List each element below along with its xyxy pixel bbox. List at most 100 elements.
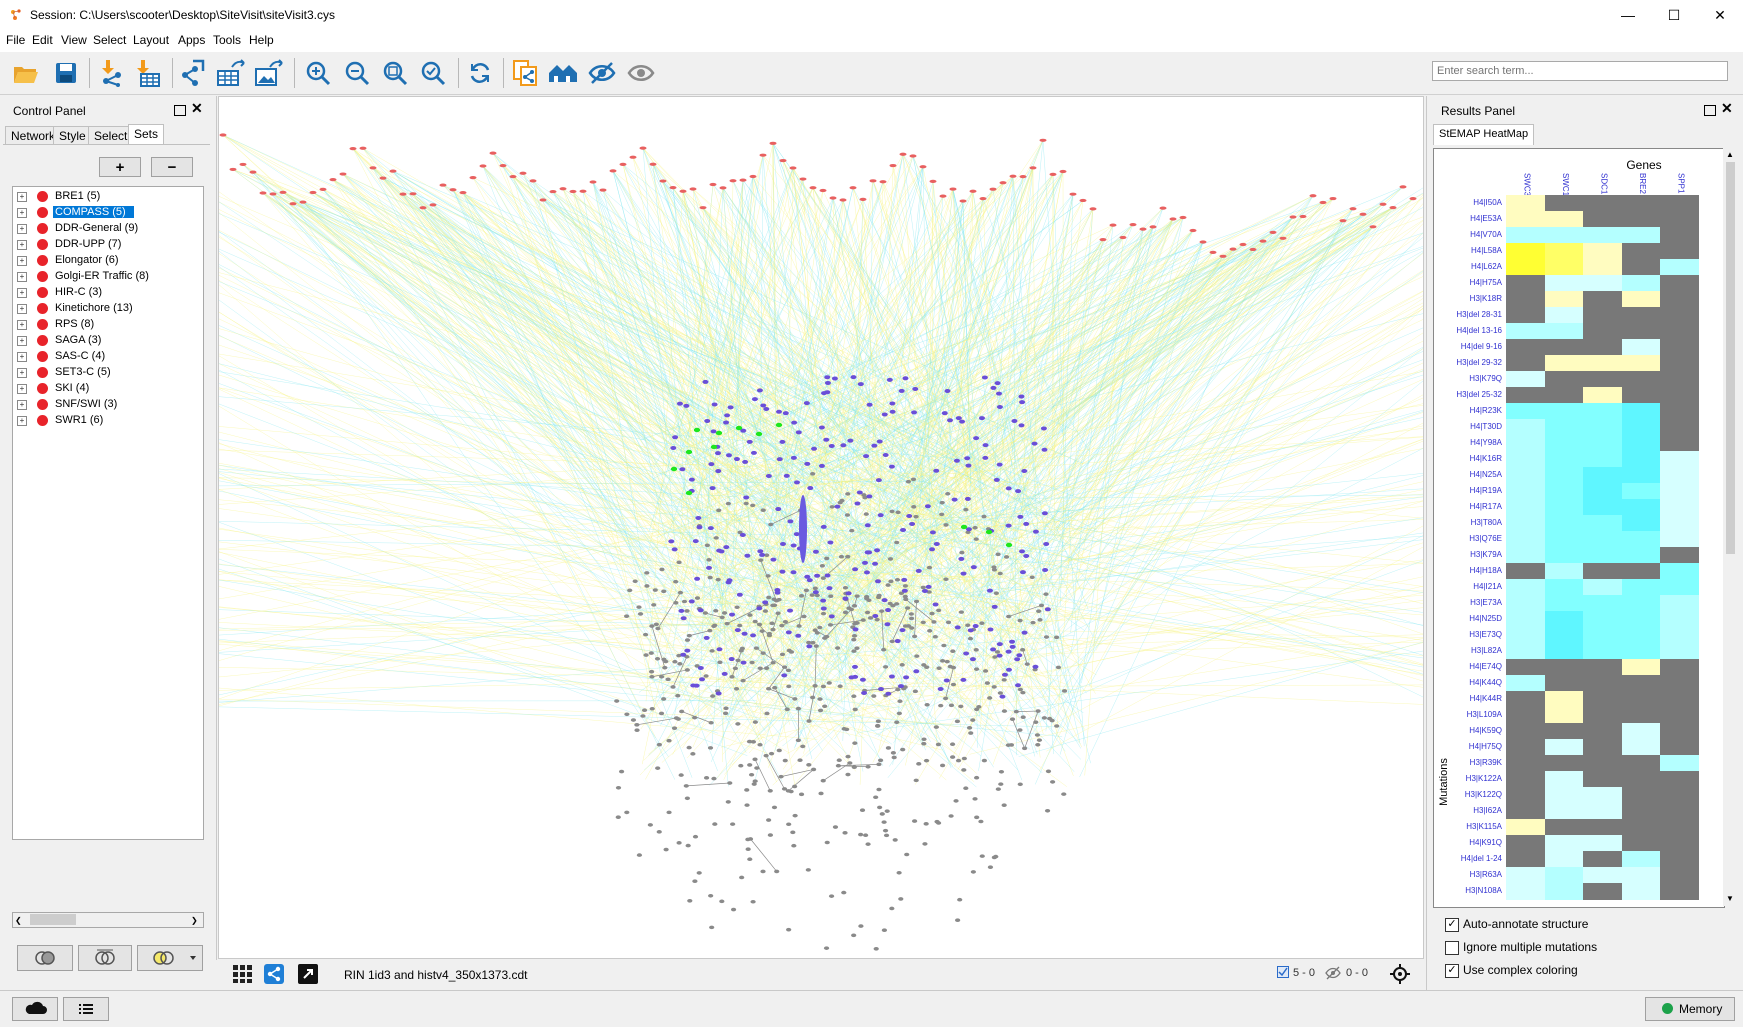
- heatmap-cell[interactable]: [1622, 259, 1661, 276]
- network-node[interactable]: [992, 605, 998, 609]
- network-node[interactable]: [1035, 709, 1040, 713]
- heatmap-cell[interactable]: [1506, 659, 1545, 676]
- mutation-node[interactable]: [500, 164, 507, 167]
- heatmap-cell[interactable]: [1545, 867, 1584, 884]
- mutation-node[interactable]: [660, 179, 667, 182]
- set-item[interactable]: +SAS-C (4): [13, 349, 203, 364]
- selected-node[interactable]: [756, 432, 762, 436]
- network-node[interactable]: [825, 841, 830, 845]
- network-node[interactable]: [1037, 738, 1042, 742]
- network-node[interactable]: [814, 644, 819, 648]
- heatmap-cell[interactable]: [1660, 419, 1699, 436]
- network-node[interactable]: [895, 511, 900, 515]
- network-node[interactable]: [806, 763, 811, 767]
- detach-view-icon[interactable]: [298, 964, 318, 984]
- network-node[interactable]: [963, 508, 968, 512]
- network-node[interactable]: [931, 620, 936, 624]
- network-node[interactable]: [738, 764, 743, 768]
- selected-node[interactable]: [686, 450, 692, 454]
- network-node[interactable]: [796, 430, 802, 434]
- tab-stemap-heatmap[interactable]: StEMAP HeatMap: [1433, 124, 1534, 145]
- network-node[interactable]: [895, 688, 900, 692]
- network-node[interactable]: [883, 665, 888, 669]
- mutation-node[interactable]: [940, 195, 947, 198]
- network-node[interactable]: [685, 796, 690, 800]
- network-node[interactable]: [723, 545, 729, 549]
- network-node[interactable]: [653, 588, 658, 592]
- mutation-node[interactable]: [920, 165, 927, 168]
- network-node[interactable]: [763, 407, 769, 411]
- network-node[interactable]: [863, 454, 869, 458]
- network-node[interactable]: [694, 577, 700, 581]
- heatmap-cell[interactable]: [1622, 227, 1661, 244]
- heatmap-cell[interactable]: [1506, 755, 1545, 772]
- network-node[interactable]: [995, 381, 1001, 385]
- network-node[interactable]: [943, 577, 948, 581]
- network-node[interactable]: [806, 868, 811, 872]
- network-node[interactable]: [665, 678, 670, 682]
- heatmap-cell[interactable]: [1583, 867, 1622, 884]
- mutation-node[interactable]: [280, 191, 287, 194]
- close-window-button[interactable]: ✕: [1697, 0, 1743, 30]
- heatmap-cell[interactable]: [1583, 723, 1622, 740]
- selected-node[interactable]: [694, 428, 700, 432]
- refresh-icon[interactable]: [463, 56, 497, 90]
- heatmap-cell[interactable]: [1622, 883, 1661, 900]
- network-node[interactable]: [864, 570, 870, 574]
- network-node[interactable]: [1017, 728, 1022, 732]
- network-node[interactable]: [884, 622, 890, 626]
- mutation-node[interactable]: [220, 133, 227, 136]
- network-node[interactable]: [945, 492, 950, 496]
- tab-sets[interactable]: Sets: [128, 124, 164, 145]
- network-node[interactable]: [965, 464, 971, 468]
- network-node[interactable]: [1030, 575, 1035, 579]
- network-node[interactable]: [960, 678, 966, 682]
- network-node[interactable]: [739, 876, 744, 880]
- network-node[interactable]: [616, 786, 621, 790]
- network-node[interactable]: [885, 692, 891, 696]
- network-node[interactable]: [1002, 709, 1007, 713]
- mutation-node[interactable]: [470, 176, 477, 179]
- heatmap-cell[interactable]: [1660, 771, 1699, 788]
- network-node[interactable]: [723, 712, 728, 716]
- network-node[interactable]: [906, 624, 911, 628]
- heatmap-cell[interactable]: [1506, 579, 1545, 596]
- mutation-node[interactable]: [1320, 201, 1327, 204]
- mutation-node[interactable]: [650, 163, 657, 166]
- mutation-node[interactable]: [840, 198, 847, 201]
- network-node[interactable]: [912, 635, 917, 639]
- heatmap-cell[interactable]: [1660, 467, 1699, 484]
- network-node[interactable]: [781, 673, 787, 677]
- network-node[interactable]: [679, 710, 684, 714]
- network-node[interactable]: [834, 505, 840, 509]
- network-node[interactable]: [881, 820, 886, 824]
- network-node[interactable]: [885, 608, 891, 612]
- zoom-selected-icon[interactable]: [416, 56, 450, 90]
- heatmap-cell[interactable]: [1583, 883, 1622, 900]
- mutation-node[interactable]: [1330, 197, 1337, 200]
- heatmap-cell[interactable]: [1545, 659, 1584, 676]
- network-node[interactable]: [972, 797, 977, 801]
- network-node[interactable]: [982, 456, 988, 460]
- network-node[interactable]: [810, 472, 815, 476]
- network-node[interactable]: [852, 675, 858, 679]
- network-node[interactable]: [764, 712, 769, 716]
- network-node[interactable]: [782, 787, 787, 791]
- network-node[interactable]: [875, 724, 880, 728]
- heatmap-cell[interactable]: [1583, 835, 1622, 852]
- mutation-node[interactable]: [770, 142, 777, 145]
- network-node[interactable]: [684, 784, 689, 788]
- network-node[interactable]: [614, 699, 619, 703]
- mutation-node[interactable]: [260, 191, 267, 194]
- heatmap-cell[interactable]: [1660, 691, 1699, 708]
- heatmap-cell[interactable]: [1660, 595, 1699, 612]
- heatmap-cell[interactable]: [1506, 787, 1545, 804]
- network-node[interactable]: [921, 621, 926, 625]
- network-node[interactable]: [661, 590, 666, 594]
- network-node[interactable]: [876, 763, 881, 767]
- network-node[interactable]: [889, 675, 895, 679]
- heatmap-cell[interactable]: [1545, 547, 1584, 564]
- heatmap-cell[interactable]: [1506, 723, 1545, 740]
- mutation-node[interactable]: [870, 179, 877, 182]
- network-node[interactable]: [916, 762, 921, 766]
